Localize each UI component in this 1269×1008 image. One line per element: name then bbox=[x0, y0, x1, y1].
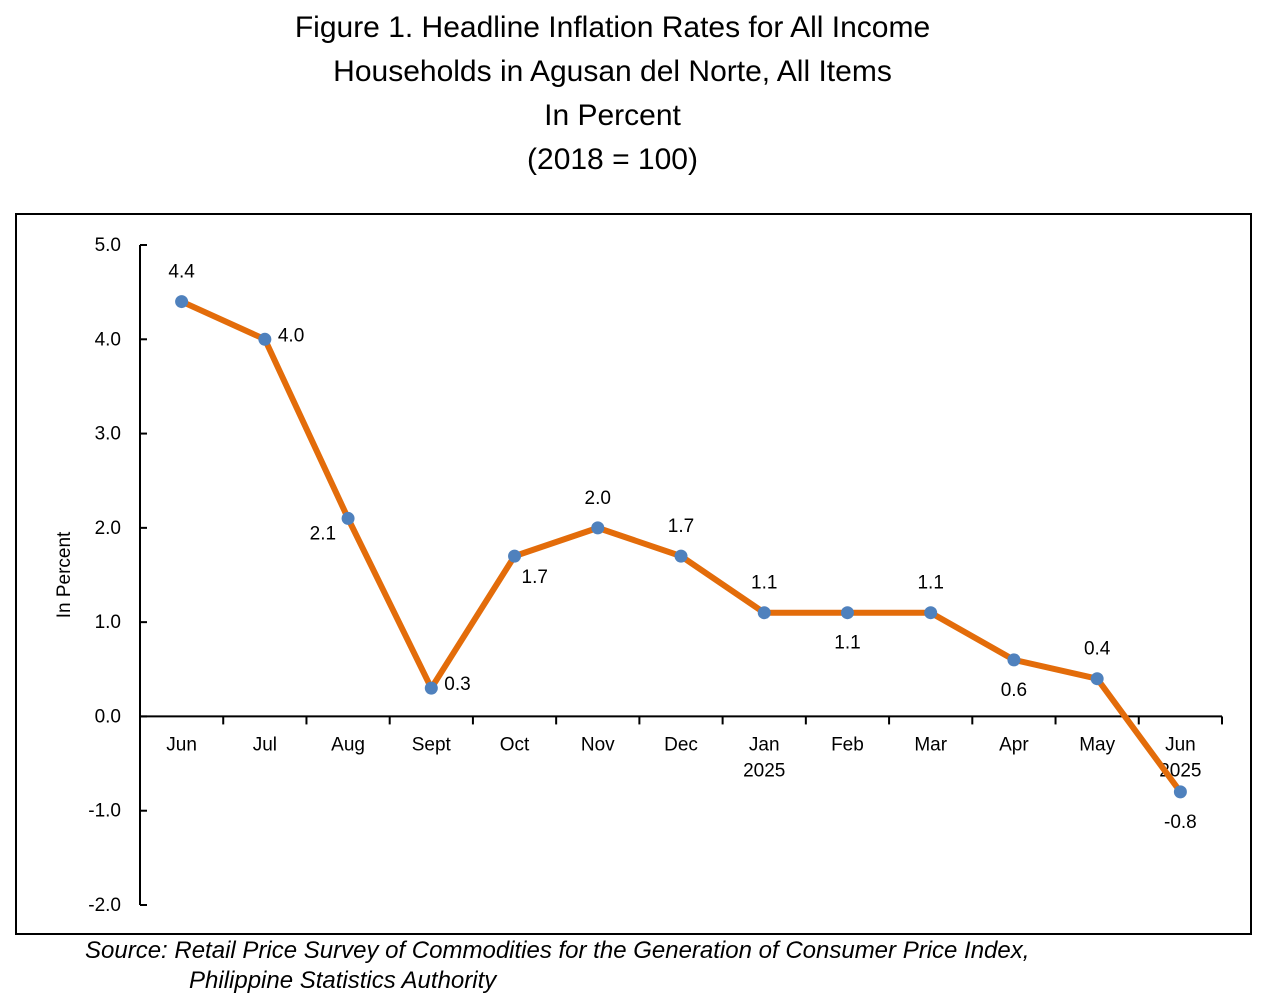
data-label: 1.1 bbox=[751, 573, 777, 594]
series-line bbox=[178, 298, 1184, 795]
chart-title: Figure 1. Headline Inflation Rates for A… bbox=[0, 6, 1225, 182]
y-axis-label: In Percent bbox=[54, 531, 75, 618]
x-tick-label: Nov bbox=[581, 734, 615, 755]
data-point bbox=[1090, 672, 1104, 686]
x-tick-label: Dec bbox=[664, 734, 698, 755]
data-point bbox=[840, 606, 854, 620]
data-point bbox=[924, 606, 938, 620]
source-line-2: Philippine Statistics Authority bbox=[189, 967, 497, 994]
x-tick-label: Feb bbox=[831, 734, 864, 755]
data-label: -0.8 bbox=[1164, 812, 1197, 833]
source-line-1: Source: Retail Price Survey of Commoditi… bbox=[85, 937, 1030, 964]
y-tick-label: -2.0 bbox=[88, 895, 121, 916]
y-tick-label: 4.0 bbox=[95, 329, 121, 350]
data-point bbox=[674, 549, 688, 563]
y-tick-label: 1.0 bbox=[95, 612, 121, 633]
x-tick-label: Jul bbox=[253, 734, 277, 755]
series bbox=[175, 295, 1187, 799]
title-line-4: (2018 = 100) bbox=[527, 143, 698, 176]
x-tick-label: Jun bbox=[1165, 734, 1196, 755]
data-label: 0.6 bbox=[1001, 680, 1027, 701]
data-point bbox=[508, 549, 522, 563]
x-tick-label: Apr bbox=[999, 734, 1029, 755]
x-axis: Jun Jul Aug Sept Oct Nov Dec Jan 2025 Feb Mar Apr Ma… bbox=[140, 715, 1223, 781]
y-tick-label: 0.0 bbox=[95, 706, 121, 727]
data-label: 4.0 bbox=[278, 325, 304, 346]
data-point bbox=[341, 511, 355, 525]
data-point bbox=[1173, 785, 1187, 799]
data-label: 1.1 bbox=[917, 573, 943, 594]
data-label: 0.4 bbox=[1084, 639, 1111, 660]
title-line-3: In Percent bbox=[544, 99, 681, 132]
data-label: 1.7 bbox=[522, 567, 548, 588]
data-point bbox=[591, 521, 605, 535]
title-line-1: Figure 1. Headline Inflation Rates for A… bbox=[294, 11, 931, 44]
chart-frame bbox=[15, 213, 1252, 935]
x-tick-label: Sept bbox=[412, 734, 452, 755]
data-label: 4.4 bbox=[168, 262, 195, 283]
y-axis: 5.0 4.0 3.0 2.0 1.0 0.0 -1.0 -2.0 bbox=[88, 235, 147, 916]
x-tick-label: Mar bbox=[914, 734, 947, 755]
x-tick-label: May bbox=[1079, 734, 1115, 755]
source-note: Source: Retail Price Survey of Commoditi… bbox=[85, 936, 1029, 996]
x-tick-label: Jun bbox=[166, 734, 197, 755]
title-line-2: Households in Agusan del Norte, All Item… bbox=[333, 55, 892, 88]
data-point bbox=[258, 332, 272, 346]
data-point bbox=[1007, 653, 1021, 667]
data-point bbox=[175, 295, 189, 309]
data-point bbox=[424, 681, 438, 695]
data-label: 0.3 bbox=[444, 674, 470, 695]
y-tick-label: -1.0 bbox=[88, 801, 121, 822]
x-tick-label: Aug bbox=[331, 734, 365, 755]
y-tick-label: 2.0 bbox=[95, 518, 121, 539]
data-label: 2.0 bbox=[585, 488, 611, 509]
y-tick-label: 3.0 bbox=[95, 424, 121, 445]
data-labels: 4.4 4.0 2.1 0.3 1.7 2.0 1.7 1.1 1.1 1.1 0.6 0.4 -0.8 bbox=[168, 262, 1196, 833]
y-tick-label: 5.0 bbox=[95, 235, 121, 256]
x-tick-label: 2025 bbox=[743, 760, 785, 781]
x-tick-label: Oct bbox=[500, 734, 530, 755]
data-label: 2.1 bbox=[310, 523, 336, 544]
data-label: 1.7 bbox=[668, 516, 694, 537]
data-label: 1.1 bbox=[834, 633, 860, 654]
x-tick-label: Jan bbox=[749, 734, 780, 755]
data-point bbox=[757, 606, 771, 620]
